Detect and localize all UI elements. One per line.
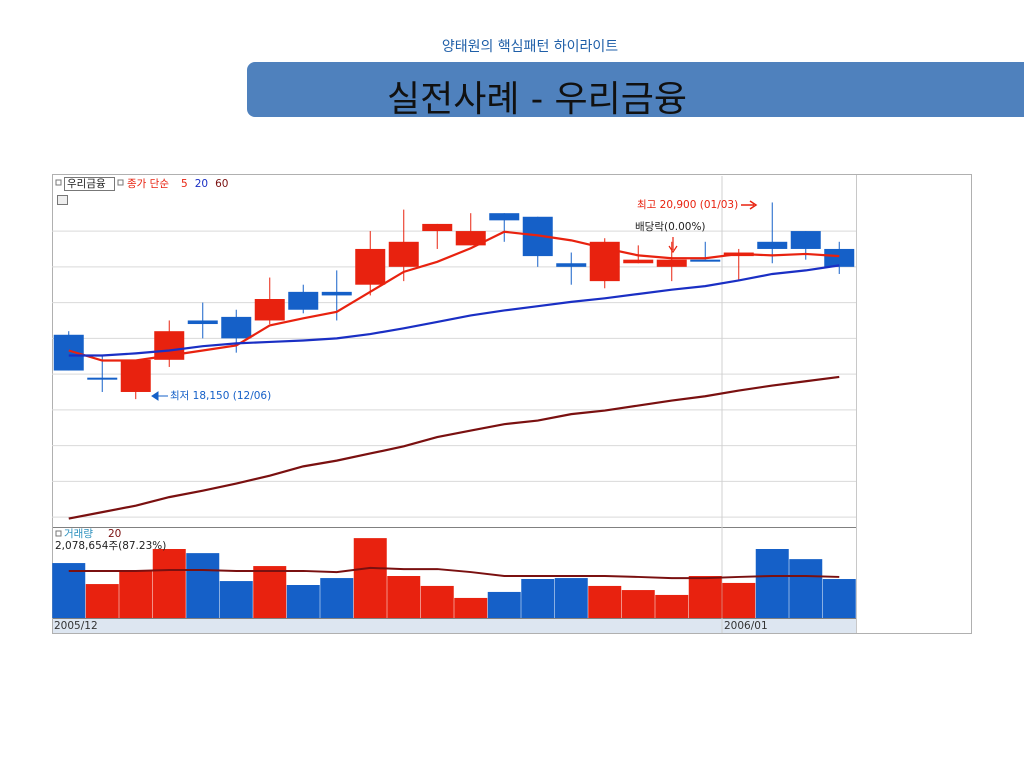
candle-body bbox=[388, 241, 419, 267]
volume-bar bbox=[420, 585, 454, 618]
legend-name: 우리금융 bbox=[67, 178, 106, 190]
candle-body bbox=[656, 259, 687, 267]
grid-icon bbox=[57, 195, 68, 205]
legend-icon bbox=[55, 179, 62, 186]
candle-body bbox=[355, 248, 386, 285]
legend-icon bbox=[55, 530, 62, 537]
volume-bar bbox=[286, 585, 320, 618]
x-tick-label: 2005/12 bbox=[54, 620, 98, 632]
candle-body bbox=[221, 316, 252, 339]
slide-subtitle: 양태원의 핵심패턴 하이라이트 bbox=[441, 39, 619, 55]
legend-entry: 20 bbox=[195, 178, 208, 190]
candle-body bbox=[288, 291, 319, 310]
volume-bar bbox=[52, 563, 86, 618]
candle-body bbox=[254, 299, 285, 321]
volume-bar bbox=[822, 579, 856, 618]
volume-bar bbox=[789, 559, 823, 618]
arrow bbox=[668, 237, 678, 254]
arrow bbox=[151, 391, 168, 401]
arrow bbox=[741, 200, 758, 210]
ma-line bbox=[68, 230, 840, 362]
legend-entry: 60 bbox=[215, 178, 228, 190]
volume-bar bbox=[521, 579, 555, 618]
volume-bar bbox=[554, 578, 588, 618]
legend-entry: 5 bbox=[181, 178, 188, 190]
ma-line bbox=[68, 375, 840, 520]
volume-bar bbox=[320, 578, 354, 618]
volume-bar bbox=[152, 549, 186, 618]
volume-bar bbox=[353, 538, 387, 618]
date-strip bbox=[53, 618, 856, 633]
title-box: 실전사례 - 우리금융 bbox=[247, 62, 1024, 120]
volume-bar bbox=[253, 566, 287, 618]
candle-body bbox=[422, 223, 453, 232]
volume-readout: 2,078,654주(87.23%) bbox=[55, 540, 166, 552]
volume-bar bbox=[454, 597, 488, 618]
volume-bar bbox=[85, 584, 119, 618]
volume-ma-legend: 20 bbox=[108, 528, 121, 540]
candle-body bbox=[120, 359, 151, 392]
candle-body bbox=[489, 213, 520, 221]
candle-body bbox=[824, 248, 855, 267]
annotation: 최고 20,900 (01/03) bbox=[637, 199, 738, 211]
candle-body bbox=[690, 259, 721, 262]
legend-icon bbox=[117, 179, 124, 186]
volume-bar bbox=[387, 576, 421, 618]
volume-bar bbox=[186, 553, 220, 618]
candle-body bbox=[455, 231, 486, 246]
annotation: 최저 18,150 (12/06) bbox=[170, 390, 271, 402]
legend-box bbox=[64, 177, 115, 191]
volume-bar bbox=[621, 590, 655, 618]
x-tick-label: 2006/01 bbox=[724, 620, 768, 632]
annotation: 배당락(0.00%) bbox=[635, 221, 706, 233]
volume-bar bbox=[487, 591, 521, 618]
volume-ma-line bbox=[68, 566, 840, 580]
volume-bar bbox=[755, 549, 789, 618]
volume-bar bbox=[655, 594, 689, 618]
candle-body bbox=[321, 291, 352, 296]
volume-bar bbox=[219, 581, 253, 618]
volume-bar bbox=[688, 576, 722, 618]
candle-body bbox=[790, 231, 821, 249]
candle-body bbox=[87, 377, 118, 380]
volume-legend: 거래량 bbox=[64, 528, 93, 540]
candle-body bbox=[187, 320, 218, 325]
legend-ma-label: 종가 단순 bbox=[127, 178, 169, 190]
volume-bar bbox=[588, 585, 622, 618]
slide-title: 실전사례 - 우리금융 bbox=[386, 79, 687, 120]
candle-body bbox=[623, 259, 654, 264]
volume-bar bbox=[119, 571, 153, 618]
ma-line bbox=[68, 264, 840, 357]
candle-body bbox=[556, 263, 587, 267]
candle-body bbox=[757, 241, 788, 249]
volume-bar bbox=[722, 582, 756, 618]
